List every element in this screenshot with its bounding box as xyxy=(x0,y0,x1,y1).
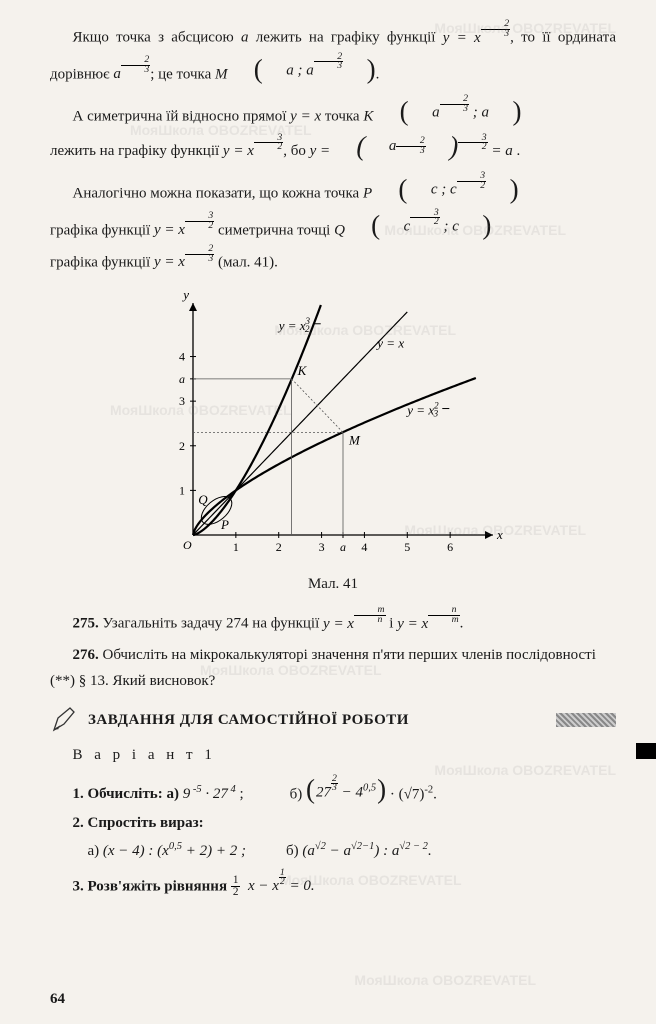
svg-text:a: a xyxy=(340,540,346,554)
svg-text:K: K xyxy=(297,363,308,378)
svg-text:y: y xyxy=(181,287,189,302)
section-header: ЗАВДАННЯ ДЛЯ САМОСТІЙНОЇ РОБОТИ xyxy=(50,706,616,734)
print-mark xyxy=(636,743,656,759)
svg-text:5: 5 xyxy=(404,540,410,554)
task-2: 2. Спростіть вираз: xyxy=(73,812,617,835)
page-number: 64 xyxy=(50,988,65,1011)
svg-text:1: 1 xyxy=(233,540,239,554)
svg-text:Q: Q xyxy=(198,492,208,507)
body-paragraph-2: А симетрична їй відносно прямої y = x то… xyxy=(50,95,616,166)
watermark: МояШкола OBOZREVATEL xyxy=(354,970,536,991)
svg-text:y = x: y = x xyxy=(375,336,404,351)
svg-text:4: 4 xyxy=(179,350,185,364)
figure-41: 1 2 3 4 5 6 1 2 3 4 a a Ox y K M PQy = x32 y = x y = x23 xyxy=(50,285,616,565)
section-title: ЗАВДАННЯ ДЛЯ САМОСТІЙНОЇ РОБОТИ xyxy=(88,709,409,732)
svg-text:y = x23: y = x23 xyxy=(405,401,439,419)
variant-label: В а р і а н т 1 xyxy=(73,744,617,767)
body-paragraph-1: Якщо точка з абсцисою a лежить на графік… xyxy=(50,20,616,89)
svg-text:3: 3 xyxy=(179,395,185,409)
task-3: 3. Розв'яжіть рівняння 12 x − x12 = 0. xyxy=(73,869,617,899)
svg-text:2: 2 xyxy=(276,540,282,554)
body-paragraph-3: Аналогічно можна показати, що кожна точк… xyxy=(50,172,616,277)
exercise-276: 276. Обчисліть на мікрокалькуляторі знач… xyxy=(50,643,616,694)
task-2-items: а) (x − 4) : (x0,5 + 2) + 2 ; б) (a√2 − … xyxy=(88,840,617,863)
pen-icon xyxy=(50,706,78,734)
svg-text:y = x32: y = x32 xyxy=(277,316,311,334)
svg-text:x: x xyxy=(496,527,503,542)
svg-text:4: 4 xyxy=(361,540,367,554)
exercise-275: 275. Узагальніть задачу 274 на функції y… xyxy=(50,606,616,637)
svg-text:a: a xyxy=(179,372,185,386)
svg-text:P: P xyxy=(220,517,229,532)
svg-text:M: M xyxy=(348,433,361,448)
figure-caption: Мал. 41 xyxy=(50,573,616,596)
svg-text:O: O xyxy=(183,538,192,552)
decorative-stripe xyxy=(556,713,616,727)
svg-text:2: 2 xyxy=(179,439,185,453)
svg-text:3: 3 xyxy=(319,540,325,554)
svg-text:1: 1 xyxy=(179,484,185,498)
function-graph: 1 2 3 4 5 6 1 2 3 4 a a Ox y K M PQy = x32 y = x y = x23 xyxy=(153,285,513,565)
svg-text:6: 6 xyxy=(447,540,453,554)
task-1: 1. Обчисліть: а) 9 -5 · 27 4 ; б) 2723 −… xyxy=(73,775,617,806)
